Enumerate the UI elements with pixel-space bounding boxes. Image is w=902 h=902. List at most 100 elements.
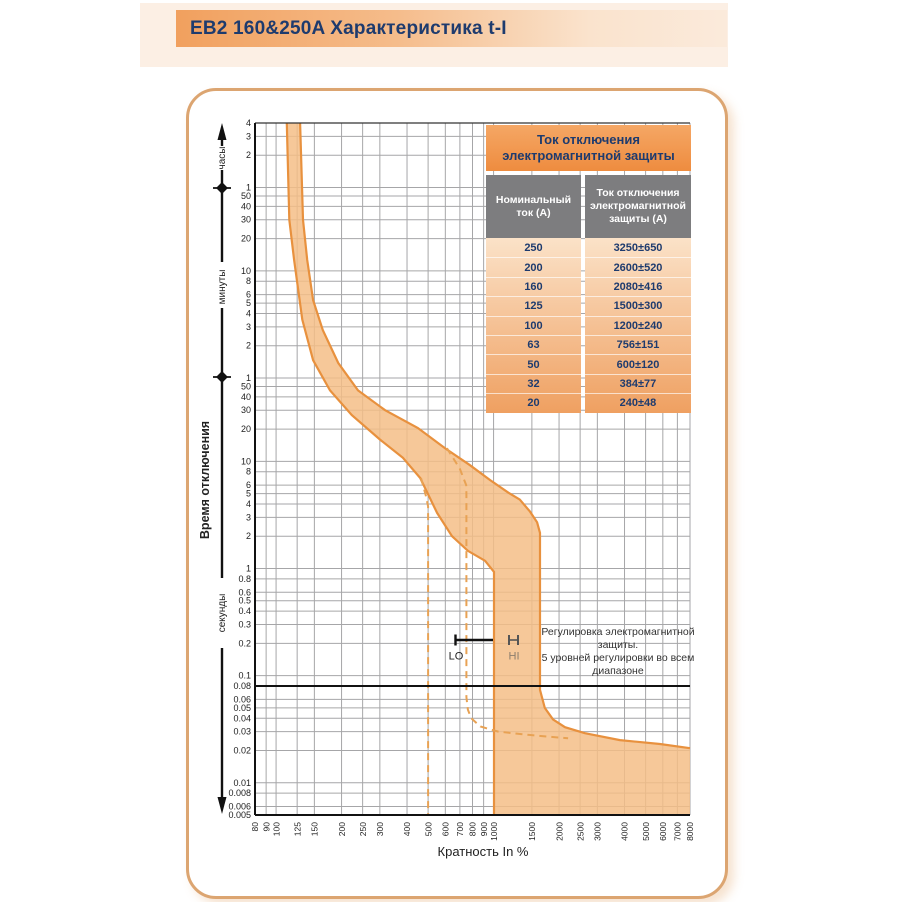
x-tick-label: 2500 [575, 822, 585, 841]
y-tick-label: 40 [241, 201, 251, 211]
tick-labels: 432150403020108654321504030201086543210.… [228, 118, 695, 841]
x-tick-label: 125 [292, 822, 302, 836]
table-cell-nominal: 32 [486, 373, 581, 393]
y-tick-label: 10 [241, 266, 251, 276]
header-bar: EB2 160&250A Характеристика t-I [176, 10, 727, 47]
y-tick-label: 4 [246, 499, 251, 509]
adjustment-note-line: защиты. [597, 639, 639, 651]
y-tick-label: 40 [241, 392, 251, 402]
y-tick-label: 4 [246, 118, 251, 128]
x-tick-label: 800 [468, 822, 478, 836]
table-cell-trip: 240±48 [585, 393, 691, 412]
table-cell-trip: 3250±650 [613, 241, 663, 254]
x-tick-label: 100 [271, 822, 281, 836]
y-tick-label: 0.06 [233, 694, 251, 704]
x-tick-label: 3000 [593, 822, 603, 841]
y-axis-title: Время отключения [198, 421, 212, 539]
trip-band [285, 122, 691, 815]
y-tick-label: 50 [241, 191, 251, 201]
table-body: 250 200 160 125 100 63 50 32 20 3250±650 2600±520… [486, 238, 691, 413]
y-tick-label: 30 [241, 405, 251, 415]
adjustment-note-line: Регулировка электромагнитной [541, 626, 695, 638]
y-tick-label: 50 [241, 381, 251, 391]
table-cell-nominal: 50 [486, 354, 581, 373]
x-tick-label: 300 [375, 822, 385, 836]
y-tick-label: 0.3 [238, 620, 251, 630]
y-tick-label: 10 [241, 456, 251, 466]
x-tick-label: 7000 [673, 822, 683, 841]
y-tick-label: 0.08 [233, 681, 251, 691]
table-cell-trip: 600±120 [585, 354, 691, 373]
y-tick-label: 2 [246, 150, 251, 160]
y-tick-label: 8 [246, 276, 251, 286]
y-tick-label: 1 [246, 563, 251, 573]
y-tick-label: 0.006 [228, 802, 251, 812]
hour-mark-diamond-icon [216, 182, 228, 194]
table-cell-nominal: 160 [486, 276, 581, 296]
x-tick-label: 80 [250, 822, 260, 832]
x-tick-label: 90 [261, 822, 271, 832]
x-tick-label: 6000 [658, 822, 668, 841]
y-tick-label: 6 [246, 290, 251, 300]
x-tick-label: 2000 [554, 822, 564, 841]
y-tick-label: 3 [246, 322, 251, 332]
lo-label: LO [449, 651, 464, 663]
table-cell-trip: 384±77 [585, 373, 691, 393]
column-nominal-values: 250 200 160 125 100 63 50 32 20 [486, 238, 581, 413]
trip-band-fill [286, 123, 690, 815]
table-cell-nominal: 125 [486, 296, 581, 315]
y-tick-label: 2 [246, 531, 251, 541]
y-tick-label: 3 [246, 131, 251, 141]
y-tick-label: 0.05 [233, 703, 251, 713]
y-tick-label: 0.8 [238, 574, 251, 584]
column-trip-values: 3250±650 2600±520 2080±416 1500±300 1200±240… [585, 238, 691, 413]
x-tick-label: 4000 [620, 822, 630, 841]
hi-label: HI [509, 651, 520, 663]
lo-hi-annotation: LO HI [449, 634, 520, 663]
table-banner: Ток отключения электромагнитной защиты [486, 125, 691, 171]
magnetic_lo_min-curve [420, 477, 430, 815]
x-tick-label: 200 [337, 822, 347, 836]
y-tick-label: 8 [246, 467, 251, 477]
y-unit-minutes: минуты [217, 270, 228, 305]
max-trip-curve [299, 122, 691, 750]
x-tick-label: 8000 [685, 822, 695, 841]
x-tick-label: 150 [310, 822, 320, 836]
y-tick-label: 30 [241, 215, 251, 225]
y-tick-label: 0.005 [228, 810, 251, 820]
table-cell-trip: 1200±240 [585, 315, 691, 335]
x-tick-label: 600 [441, 822, 451, 836]
time-axis-arrow [213, 123, 231, 814]
adjustment-note: Регулировка электромагнитной защиты. 5 уро… [540, 626, 696, 678]
y-tick-label: 0.4 [238, 606, 251, 616]
table-cell-trip: 1500±300 [585, 296, 691, 315]
y-tick-label: 0.5 [238, 596, 251, 606]
y-tick-label: 5 [246, 298, 251, 308]
y-tick-label: 0.1 [238, 671, 251, 681]
y-tick-label: 0.6 [238, 587, 251, 597]
table-cell-nominal: 100 [486, 315, 581, 335]
x-tick-label: 250 [358, 822, 368, 836]
y-tick-label: 4 [246, 308, 251, 318]
y-tick-label: 0.2 [238, 638, 251, 648]
x-tick-label: 900 [479, 822, 489, 836]
y-tick-label: 20 [241, 234, 251, 244]
x-tick-label: 5000 [641, 822, 651, 841]
y-tick-label: 3 [246, 512, 251, 522]
minute-mark-diamond-icon [216, 371, 228, 383]
y-tick-label: 0.02 [233, 746, 251, 756]
min-trip-curve [285, 122, 496, 815]
table-cell-nominal: 200 [486, 257, 581, 276]
plot-borders [254, 122, 690, 816]
x-tick-label: 700 [455, 822, 465, 836]
y-tick-label: 0.008 [228, 788, 251, 798]
page-title: EB2 160&250A Характеристика t-I [190, 17, 507, 39]
arrow-down-icon [217, 797, 227, 814]
table-cell-trip: 2600±520 [585, 257, 691, 276]
x-tick-label: 500 [423, 822, 433, 836]
x-axis-title: Кратность In % [438, 844, 529, 859]
t-i-characteristic-chart: 432150403020108654321504030201086543210.… [198, 118, 695, 859]
table-cell-nominal: 250 [524, 241, 543, 254]
y-tick-label: 20 [241, 424, 251, 434]
